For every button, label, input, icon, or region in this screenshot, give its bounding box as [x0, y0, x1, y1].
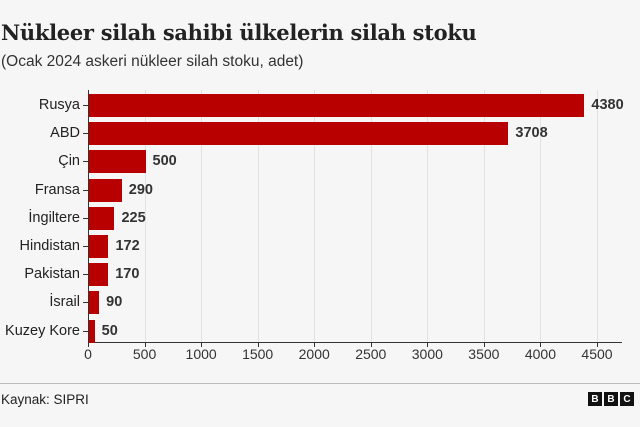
bar — [89, 150, 146, 174]
x-tick-mark — [144, 343, 146, 347]
category-label: Çin — [58, 153, 80, 170]
grid-line — [540, 90, 542, 343]
y-tick — [83, 246, 88, 247]
value-label: 500 — [152, 153, 177, 170]
category-label: İsrail — [49, 294, 80, 311]
x-tick-label: 0 — [84, 346, 92, 362]
value-label: 90 — [106, 294, 123, 311]
category-label: İngiltere — [28, 209, 80, 226]
x-tick-mark — [483, 343, 485, 347]
x-tick-label: 2000 — [298, 346, 330, 362]
x-tick-label: 1000 — [185, 346, 217, 362]
source-note: Kaynak: SIPRI — [1, 392, 89, 407]
x-tick-label: 500 — [132, 346, 157, 362]
x-tick-label: 1500 — [242, 346, 274, 362]
logo-letter: B — [588, 392, 602, 406]
y-tick — [83, 330, 88, 332]
bar-row: 4380 — [83, 94, 624, 118]
bbc-logo: B B C — [588, 392, 634, 406]
x-tick-label: 2500 — [355, 346, 387, 362]
y-tick — [83, 161, 88, 163]
bar-row: 172 — [83, 235, 622, 259]
category-label: Fransa — [34, 181, 80, 198]
x-tick-label: 3500 — [468, 346, 500, 362]
category-label: ABD — [50, 125, 80, 142]
value-label: 50 — [101, 322, 118, 339]
x-tick-mark — [427, 343, 429, 347]
value-label: 4380 — [591, 97, 624, 113]
bar-row: 3708 — [83, 122, 622, 146]
x-tick-mark — [370, 343, 372, 347]
bar — [89, 206, 115, 230]
category-label: Pakistan — [24, 266, 80, 283]
bar — [89, 122, 509, 146]
grid-line — [370, 90, 372, 343]
x-tick-mark — [257, 343, 259, 347]
chart-title: Nükleer silah sahibi ülkelerin silah sto… — [1, 20, 477, 45]
y-tick — [83, 105, 88, 106]
footer-divider — [0, 383, 640, 384]
category-label: Hindistan — [19, 238, 80, 254]
chart-subtitle: (Ocak 2024 askeri nükleer silah stoku, a… — [1, 53, 304, 70]
value-label: 172 — [115, 238, 140, 254]
x-axis-line — [88, 342, 622, 343]
bar-row: 290 — [83, 178, 622, 203]
bar — [89, 235, 109, 258]
category-label: Rusya — [38, 97, 80, 113]
y-tick — [83, 133, 88, 135]
x-tick-label: 4000 — [524, 346, 557, 362]
category-label: Kuzey Kore — [5, 322, 80, 339]
bar-row: 50 — [83, 319, 622, 344]
x-tick-label: 3000 — [411, 346, 443, 362]
value-label: 290 — [128, 181, 153, 198]
grid-line — [597, 90, 598, 343]
bar-row: 90 — [83, 291, 622, 315]
y-tick — [83, 189, 88, 191]
x-tick-mark — [597, 343, 598, 347]
grid-line — [314, 90, 316, 343]
bar-row: 500 — [83, 150, 622, 174]
logo-letter: B — [604, 392, 618, 406]
y-tick — [83, 274, 88, 276]
x-tick-mark — [88, 343, 89, 347]
bar-row: 225 — [83, 206, 622, 231]
bar — [89, 319, 95, 343]
plot-area: 4380 3708 500 290 225 172 170 90 50 — [83, 90, 624, 344]
logo-letter: C — [620, 392, 634, 406]
bar — [89, 291, 100, 315]
x-tick-mark — [314, 343, 316, 347]
value-label: 170 — [115, 266, 140, 283]
grid-line — [257, 90, 259, 343]
y-tick — [83, 302, 88, 304]
value-label: 225 — [121, 209, 146, 226]
x-tick-mark — [201, 343, 203, 347]
bar — [89, 94, 585, 117]
grid-line — [483, 90, 485, 343]
bar — [89, 178, 122, 202]
x-tick-label: 4500 — [581, 346, 613, 362]
grid-line — [144, 90, 146, 343]
bar — [89, 263, 109, 287]
y-tick — [83, 217, 88, 219]
grid-line — [201, 90, 203, 343]
bar-row: 170 — [83, 263, 622, 287]
grid-line — [427, 90, 429, 343]
value-label: 3708 — [515, 125, 548, 142]
y-axis-line — [88, 90, 89, 343]
x-tick-mark — [540, 343, 542, 347]
